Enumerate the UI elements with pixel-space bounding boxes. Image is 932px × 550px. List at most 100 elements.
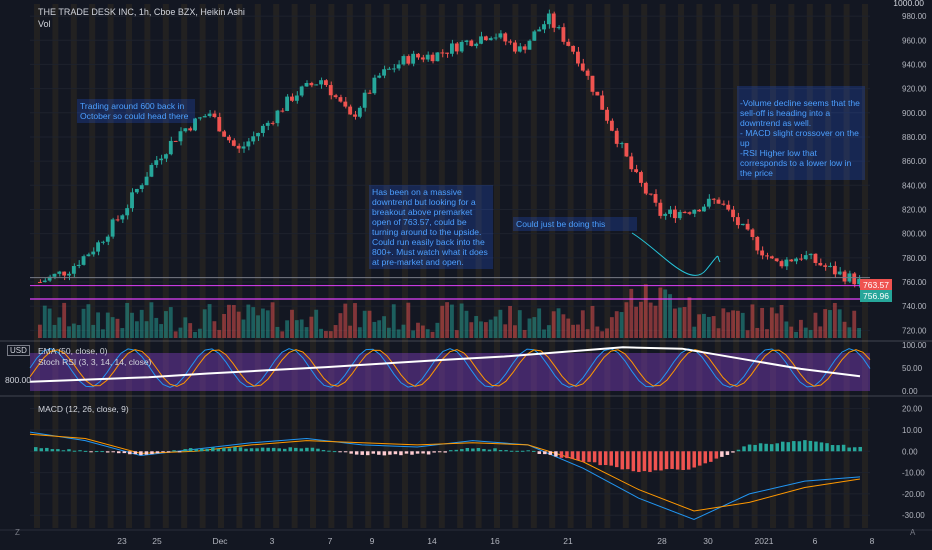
volume-bar [672, 308, 677, 338]
volume-bar [357, 327, 362, 338]
macd-histogram-bar [581, 451, 586, 462]
volume-bar [260, 308, 265, 338]
candle-body [86, 254, 91, 257]
candle-body [648, 193, 653, 195]
session-band [144, 4, 151, 528]
macd-label[interactable]: MACD (12, 26, close, 9) [38, 404, 129, 414]
candle-body [600, 95, 605, 110]
volume-bar [164, 311, 168, 338]
volume-bar [808, 329, 813, 338]
volume-bar [130, 312, 134, 338]
candle-body [619, 143, 624, 145]
candle-body [425, 54, 430, 60]
candle-body [367, 92, 372, 94]
annotation-breakout[interactable]: Has been on a massive downtrend but look… [369, 185, 493, 269]
macd-histogram-bar [244, 448, 248, 452]
macd-histogram-bar [205, 448, 210, 452]
candle-body [67, 273, 71, 276]
price-axis-tick: 900.00 [902, 109, 927, 118]
volume-bar [609, 317, 614, 338]
macd-histogram-bar [72, 450, 77, 452]
volume-bar [798, 319, 803, 338]
volume-bar [605, 328, 609, 338]
volume-bar [580, 310, 585, 338]
volume-bar [852, 310, 857, 338]
candle-body [692, 209, 697, 214]
macd-histogram-bar [421, 451, 425, 454]
candle-body [149, 164, 154, 177]
session-band [291, 4, 298, 528]
volume-bar [328, 331, 333, 338]
volume-bar [96, 312, 101, 338]
time-axis-tick: 8 [870, 536, 875, 546]
candle-body [517, 46, 522, 52]
stoch-rsi-label[interactable]: Stoch RSI (3, 3, 14, 14, close) [38, 357, 152, 367]
annotation-doing-this-text: Could just be doing this [516, 219, 606, 229]
macd-histogram-bar [460, 449, 464, 452]
macd-histogram-bar [56, 449, 60, 452]
candle-body [595, 91, 600, 96]
candle-body [353, 114, 357, 117]
macd-histogram-bar [476, 448, 481, 452]
time-axis-tick: 7 [328, 536, 333, 546]
time-axis-tick: 16 [490, 536, 500, 546]
macd-histogram-bar [664, 451, 669, 470]
volume-bar [624, 302, 629, 338]
candle-body [585, 70, 590, 76]
volume-bar [779, 304, 784, 338]
macd-histogram-bar [260, 447, 265, 452]
macd-histogram-bar [631, 451, 636, 472]
candle-body [183, 128, 188, 132]
volume-bar [178, 327, 183, 338]
macd-histogram-bar [858, 446, 862, 452]
macd-histogram-bar [117, 451, 121, 454]
session-band [34, 4, 40, 528]
candle-body [639, 172, 643, 183]
candle-body [81, 256, 86, 265]
macd-histogram-bar [343, 451, 348, 453]
volume-bar [183, 317, 188, 338]
volume-bar [784, 321, 789, 338]
volume-bar [847, 327, 852, 338]
macd-histogram-bar [769, 444, 774, 452]
time-axis-tick: 28 [657, 536, 667, 546]
annotation-doing-this[interactable]: Could just be doing this [513, 217, 637, 231]
macd-histogram-bar [808, 440, 813, 452]
candle-body [251, 136, 256, 142]
candle-body [71, 266, 76, 274]
macd-histogram-bar [786, 442, 791, 452]
macd-histogram-bar [172, 450, 176, 452]
volume-bar [702, 313, 706, 338]
auto-scale-button[interactable]: A [910, 528, 916, 537]
session-band [862, 4, 868, 528]
volume-bar [265, 310, 270, 338]
candle-body [508, 41, 513, 43]
macd-histogram-bar [709, 451, 713, 462]
candle-body [105, 236, 110, 242]
annotation-october[interactable]: Trading around 600 back in October so co… [77, 99, 195, 123]
volume-bar [173, 331, 178, 338]
volume-bar [159, 324, 164, 338]
annotation-volume[interactable]: -Volume decline seems that the sell-off … [737, 86, 865, 180]
volume-bar [498, 309, 503, 338]
macd-histogram-bar [465, 447, 470, 452]
macd-histogram-bar [482, 448, 486, 452]
volume-bar [643, 284, 648, 338]
macd-histogram-bar [565, 451, 569, 459]
macd-histogram-bar [725, 451, 730, 455]
volume-bar [52, 324, 57, 338]
candle-body [852, 273, 857, 285]
candle-body [857, 278, 861, 285]
candle-body [750, 229, 755, 237]
volume-bar [454, 330, 459, 338]
ema-label[interactable]: EMA (50, close, 0) [38, 346, 108, 356]
candle-body [784, 259, 789, 267]
usd-box[interactable]: USD [7, 345, 30, 356]
candle-body [391, 68, 396, 70]
zoom-z-button[interactable]: Z [15, 528, 20, 537]
volume-bar [430, 331, 435, 338]
volume-bar [522, 329, 527, 338]
macd-histogram-bar [211, 447, 215, 452]
candle-body [818, 262, 823, 266]
